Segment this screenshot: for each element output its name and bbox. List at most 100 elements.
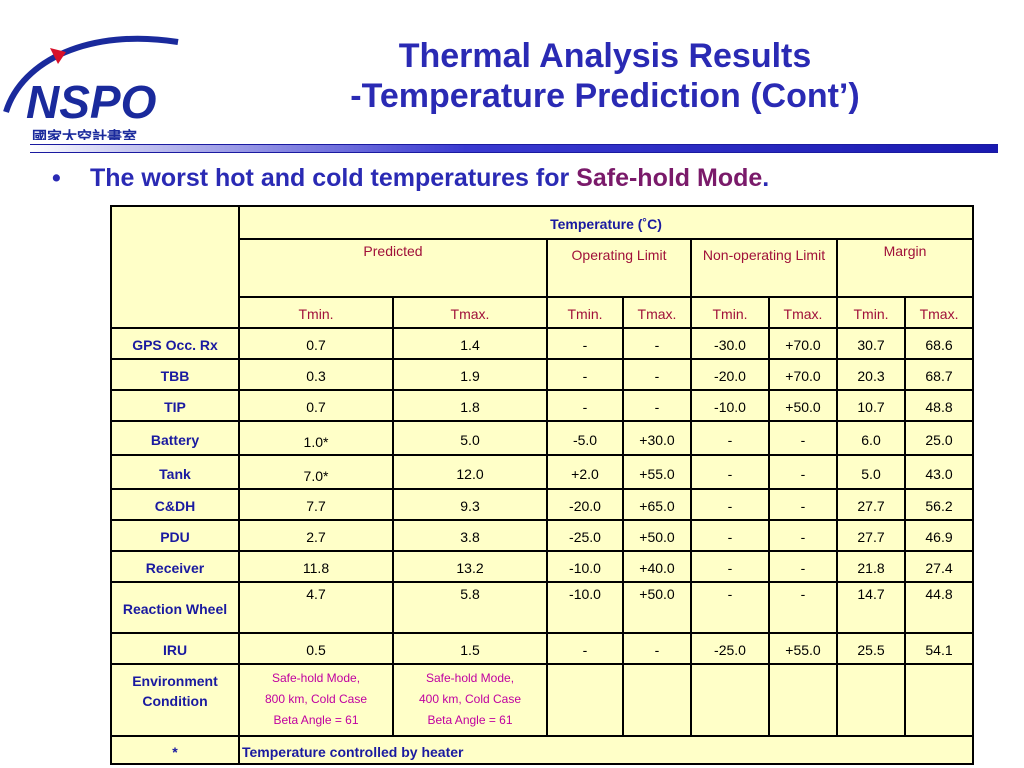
empty-cell xyxy=(690,663,770,737)
operating-tmax-cell: - xyxy=(622,327,692,360)
row-label: Reaction Wheel xyxy=(110,581,240,634)
empty-cell xyxy=(903,663,975,737)
temperature-table: Temperature (˚C) Predicted Operating Lim… xyxy=(110,205,975,765)
margin-tmax-cell: 68.7 xyxy=(903,358,975,391)
margin-tmin-cell: 6.0 xyxy=(836,420,906,456)
predicted-tmin-cell: 2.7 xyxy=(238,519,394,552)
margin-tmin-cell: 20.3 xyxy=(836,358,906,391)
nonoperating-tmax-cell: +70.0 xyxy=(768,358,838,391)
environment-label: Environment Condition xyxy=(110,663,240,737)
operating-tmax-cell: - xyxy=(622,389,692,422)
operating-tmax-cell: - xyxy=(622,358,692,391)
bullet-point: • The worst hot and cold temperatures for… xyxy=(52,164,769,198)
nonoperating-tmax-cell: - xyxy=(768,519,838,552)
table-row: PDU 2.7 3.8 -25.0 +50.0- -27.7 46.9 xyxy=(110,519,975,552)
operating-tmin-cell: -25.0 xyxy=(546,519,624,552)
table-row: Reaction Wheel 4.7 5.8 -10.0 +50.0- -14.7 44.8 xyxy=(110,581,975,634)
footnote-row: * Temperature controlled by heater xyxy=(110,735,975,765)
row-label: PDU xyxy=(110,519,240,552)
table-row: TBB 0.3 1.9- - -20.0 +70.0 20.3 68.7 xyxy=(110,358,975,391)
nonoperating-tmin-cell: - xyxy=(690,581,770,634)
nonoperating-tmin-cell: -10.0 xyxy=(690,389,770,422)
operating-tmax-cell: +40.0 xyxy=(622,550,692,583)
empty-cell xyxy=(622,663,692,737)
margin-tmin-cell: 27.7 xyxy=(836,488,906,521)
operating-tmax-cell: +50.0 xyxy=(622,519,692,552)
margin-tmax-cell: 44.8 xyxy=(903,581,975,634)
margin-tmax-header: Tmax. xyxy=(903,296,975,329)
nonoperating-limit-header: Non-operating Limit xyxy=(690,238,838,298)
empty-cell xyxy=(546,663,624,737)
row-label: Receiver xyxy=(110,550,240,583)
predicted-tmax-cell: 1.4 xyxy=(392,327,548,360)
row-label: TBB xyxy=(110,358,240,391)
bullet-text: The worst hot and cold temperatures for xyxy=(90,164,577,192)
margin-tmin-header: Tmin. xyxy=(836,296,906,329)
nonoperating-tmin-cell: -20.0 xyxy=(690,358,770,391)
slide-title: Thermal Analysis Results -Temperature Pr… xyxy=(230,36,980,116)
environment-tmin-cell: Safe-hold Mode, 800 km, Cold Case Beta A… xyxy=(238,663,394,737)
title-line-2: -Temperature Prediction (Cont’) xyxy=(350,77,860,115)
nonoperating-tmax-cell: - xyxy=(768,488,838,521)
margin-tmax-cell: 27.4 xyxy=(903,550,975,583)
predicted-tmax-cell: 1.8 xyxy=(392,389,548,422)
margin-tmin-cell: 14.7 xyxy=(836,581,906,634)
nonoperating-tmin-cell: - xyxy=(690,550,770,583)
operating-limit-header: Operating Limit xyxy=(546,238,692,298)
nonoperating-tmin-cell: - xyxy=(690,488,770,521)
nonoperating-tmax-cell: +50.0 xyxy=(768,389,838,422)
nonoperating-tmax-cell: - xyxy=(768,550,838,583)
nonoperating-tmin-cell: -30.0 xyxy=(690,327,770,360)
predicted-tmax-cell: 9.3 xyxy=(392,488,548,521)
margin-tmax-cell: 56.2 xyxy=(903,488,975,521)
operating-tmin-cell: - xyxy=(546,389,624,422)
nonoperating-tmin-header: Tmin. xyxy=(690,296,770,329)
header-row-3: Tmin. Tmax. Tmin. Tmax. Tmin. Tmax. Tmin… xyxy=(111,296,975,329)
operating-tmax-cell: - xyxy=(622,632,692,665)
row-label: GPS Occ. Rx xyxy=(110,327,240,360)
env-tmin-line: 800 km, Cold Case xyxy=(264,692,368,706)
margin-tmax-cell: 48.8 xyxy=(903,389,975,422)
row-label: IRU xyxy=(110,632,240,665)
environment-tmax-cell: Safe-hold Mode, 400 km, Cold Case Beta A… xyxy=(392,663,548,737)
empty-cell xyxy=(836,663,906,737)
table-row: Receiver 11.8 13.2 -10.0 +40.0- -21.8 27.4 xyxy=(110,550,975,583)
temperature-header: Temperature (˚C) xyxy=(237,205,975,240)
predicted-tmax-cell: 12.0 xyxy=(392,454,548,490)
predicted-tmin-cell: 4.7 xyxy=(238,581,394,634)
margin-header: Margin xyxy=(835,238,975,298)
margin-tmin-cell: 21.8 xyxy=(836,550,906,583)
operating-tmin-cell: - xyxy=(546,358,624,391)
title-line-1: Thermal Analysis Results xyxy=(398,37,812,75)
operating-tmin-cell: -10.0 xyxy=(546,581,624,634)
nonoperating-tmax-header: Tmax. xyxy=(768,296,838,329)
nonoperating-tmin-cell: - xyxy=(690,454,770,490)
svg-text:國家太空計畫室: 國家太空計畫室 xyxy=(32,128,137,140)
environment-row: Environment Condition Safe-hold Mode, 80… xyxy=(110,663,975,737)
bullet-symbol: • xyxy=(52,164,61,192)
margin-tmax-cell: 43.0 xyxy=(903,454,975,490)
margin-tmin-cell: 5.0 xyxy=(836,454,906,490)
predicted-tmax-cell: 5.8 xyxy=(392,581,548,634)
nonoperating-tmin-cell: -25.0 xyxy=(690,632,770,665)
footnote-text: Temperature controlled by heater xyxy=(237,735,975,765)
operating-tmax-cell: +55.0 xyxy=(622,454,692,490)
margin-tmax-cell: 46.9 xyxy=(903,519,975,552)
operating-tmax-header: Tmax. xyxy=(622,296,692,329)
margin-tmin-cell: 27.7 xyxy=(836,519,906,552)
nonoperating-tmax-cell: +55.0 xyxy=(768,632,838,665)
nonoperating-tmax-cell: - xyxy=(768,420,838,456)
table-row: Tank 7.0* 12.0 +2.0 +55.0- -5.0 43.0 xyxy=(110,454,975,490)
predicted-tmax-cell: 5.0 xyxy=(392,420,548,456)
operating-tmin-cell: -10.0 xyxy=(546,550,624,583)
table-row: TIP 0.7 1.8- - -10.0 +50.0 10.7 48.8 xyxy=(110,389,975,422)
margin-tmax-cell: 25.0 xyxy=(903,420,975,456)
footnote-symbol: * xyxy=(110,735,240,765)
margin-tmax-cell: 54.1 xyxy=(903,632,975,665)
table-row: IRU 0.5 1.5- - -25.0 +55.0 25.5 54.1 xyxy=(110,632,975,665)
operating-tmax-cell: +30.0 xyxy=(622,420,692,456)
predicted-tmin-cell: 0.7 xyxy=(238,389,394,422)
nspo-logo: NSPO 國家太空計畫室 xyxy=(0,20,200,140)
empty-cell xyxy=(768,663,838,737)
operating-tmin-cell: - xyxy=(546,327,624,360)
